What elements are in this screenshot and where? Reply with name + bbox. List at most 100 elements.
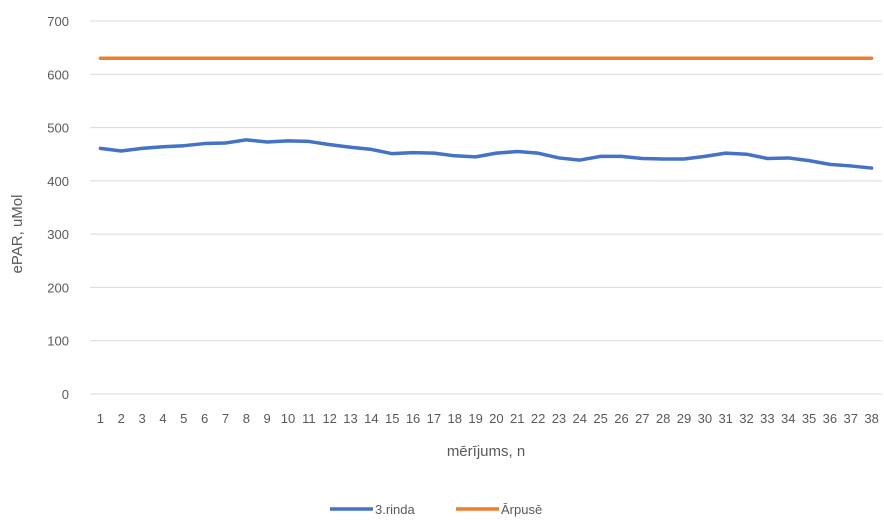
data-point [369, 56, 373, 60]
x-tick-label: 15 [385, 411, 399, 426]
x-tick-label: 38 [864, 411, 878, 426]
data-point [390, 152, 394, 156]
data-point [536, 151, 540, 155]
x-tick-label: 12 [322, 411, 336, 426]
x-tick-label: 14 [364, 411, 378, 426]
data-point [349, 145, 353, 149]
x-tick-label: 34 [781, 411, 795, 426]
x-tick-label: 17 [427, 411, 441, 426]
data-point [140, 146, 144, 150]
data-point [140, 56, 144, 60]
data-point [578, 56, 582, 60]
x-tick-label: 30 [698, 411, 712, 426]
data-point [390, 56, 394, 60]
x-tick-label: 29 [677, 411, 691, 426]
data-point [453, 154, 457, 158]
data-point [682, 157, 686, 161]
x-tick-label: 27 [635, 411, 649, 426]
data-point [119, 149, 123, 153]
data-point [453, 56, 457, 60]
legend: 3.rinda Ārpusē [330, 502, 542, 517]
data-point [265, 56, 269, 60]
data-point [474, 56, 478, 60]
x-axis-title: mērījums, n [447, 443, 525, 460]
data-point [474, 155, 478, 159]
data-point [661, 157, 665, 161]
y-tick-label: 400 [47, 174, 69, 189]
x-tick-label: 26 [614, 411, 628, 426]
x-tick-label: 3 [138, 411, 145, 426]
y-tick-label: 300 [47, 227, 69, 242]
x-tick-label: 11 [302, 411, 316, 426]
data-point [828, 56, 832, 60]
data-point [328, 143, 332, 147]
legend-label: Ārpusē [501, 502, 542, 517]
data-point [870, 166, 874, 170]
x-tick-label: 6 [201, 411, 208, 426]
y-tick-label: 0 [62, 387, 69, 402]
data-point [265, 140, 269, 144]
data-point [870, 56, 874, 60]
data-point [849, 164, 853, 168]
data-point [286, 56, 290, 60]
y-tick-label: 200 [47, 280, 69, 295]
data-point [515, 56, 519, 60]
data-point [244, 138, 248, 142]
x-tick-label: 1 [97, 411, 104, 426]
x-tick-label: 5 [180, 411, 187, 426]
data-point [411, 56, 415, 60]
x-tick-label: 8 [243, 411, 250, 426]
data-point [432, 56, 436, 60]
x-tick-label: 2 [118, 411, 125, 426]
data-point [807, 159, 811, 163]
data-point [494, 56, 498, 60]
data-point [557, 56, 561, 60]
data-point [328, 56, 332, 60]
x-tick-label: 10 [281, 411, 295, 426]
data-point [223, 141, 227, 145]
x-tick-label: 20 [489, 411, 503, 426]
x-tick-label: 22 [531, 411, 545, 426]
data-point [494, 151, 498, 155]
data-point [411, 151, 415, 155]
data-point [745, 152, 749, 156]
y-axis-title: ePAR, uMol [9, 195, 26, 274]
data-point [661, 56, 665, 60]
x-tick-label: 21 [510, 411, 524, 426]
data-point [307, 139, 311, 143]
data-point [98, 56, 102, 60]
data-point [807, 56, 811, 60]
data-point [557, 156, 561, 160]
data-point [349, 56, 353, 60]
data-point [724, 151, 728, 155]
x-tick-label: 35 [802, 411, 816, 426]
x-tick-label: 7 [222, 411, 229, 426]
y-tick-label: 600 [47, 67, 69, 82]
x-tick-label: 16 [406, 411, 420, 426]
data-point [119, 56, 123, 60]
x-tick-label: 32 [739, 411, 753, 426]
data-point [619, 154, 623, 158]
x-tick-label: 9 [264, 411, 271, 426]
data-point [724, 56, 728, 60]
x-tick-label: 37 [844, 411, 858, 426]
data-point [307, 56, 311, 60]
data-point [203, 142, 207, 146]
y-tick-label: 100 [47, 334, 69, 349]
x-tick-label: 18 [448, 411, 462, 426]
data-point [849, 56, 853, 60]
data-point [703, 154, 707, 158]
data-point [599, 154, 603, 158]
data-point [515, 150, 519, 154]
x-tick-label: 19 [468, 411, 482, 426]
data-point [161, 56, 165, 60]
data-point [640, 156, 644, 160]
x-tick-label: 13 [343, 411, 357, 426]
data-point [703, 56, 707, 60]
legend-label: 3.rinda [375, 502, 416, 517]
series-lines [98, 56, 874, 170]
data-point [223, 56, 227, 60]
data-point [203, 56, 207, 60]
